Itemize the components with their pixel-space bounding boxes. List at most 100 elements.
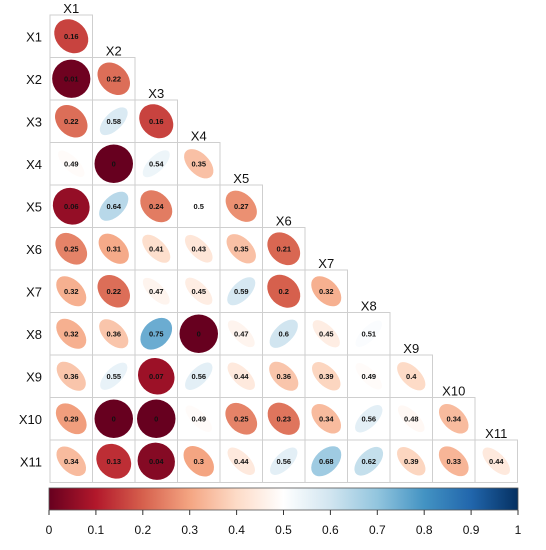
cell-X4-X4: 0.35 [184, 149, 214, 179]
cell-X8-X2: 0.36 [99, 319, 129, 349]
cell-X3-X2: 0.58 [99, 107, 128, 136]
cell-ellipse [185, 193, 212, 220]
cell-X7-X7: 0.32 [311, 276, 342, 307]
grid-cell-border [474, 439, 518, 483]
cell-ellipse [185, 362, 213, 390]
cell-ellipse [227, 320, 255, 348]
cell-value-label: 0.64 [106, 202, 121, 211]
cell-ellipse [397, 405, 425, 433]
cell-ellipse [225, 190, 257, 222]
column-label-X11: X11 [485, 426, 507, 441]
cell-X7-X1: 0.32 [56, 276, 87, 307]
cell-X9-X6: 0.36 [269, 361, 299, 391]
column-label-X6: X6 [276, 214, 292, 229]
cell-value-label: 0.56 [191, 372, 206, 381]
cell-value-label: 0.75 [149, 329, 164, 338]
cell-ellipse [100, 362, 128, 390]
cell-ellipse [142, 234, 171, 263]
cell-X9-X4: 0.56 [185, 362, 213, 390]
cell-X11-X11: 0.44 [482, 447, 510, 475]
cell-X6-X3: 0.41 [142, 234, 171, 263]
cell-X8-X6: 0.6 [269, 319, 298, 348]
cell-ellipse [98, 233, 129, 264]
cell-ellipse [355, 363, 382, 390]
cell-ellipse [185, 405, 212, 432]
column-label-X5: X5 [233, 171, 249, 186]
cell-ellipse [227, 447, 255, 475]
column-label-X8: X8 [361, 299, 377, 314]
cell-value-label: 0.25 [64, 244, 79, 253]
cell-X11-X2: 0.13 [96, 443, 132, 479]
cell-X4-X2: 0 [94, 144, 133, 183]
colorbar: 0 0.1 0.2 0.3 0.4 0.5 0.6 0.7 0.8 0.9 1 [46, 487, 522, 537]
cell-X7-X6: 0.2 [267, 274, 301, 308]
cell-value-label: 0.21 [276, 244, 291, 253]
cell-X10-X7: 0.34 [311, 403, 342, 434]
cell-X4-X1: 0.49 [58, 150, 85, 177]
grid-layer [49, 14, 518, 483]
cell-X10-X6: 0.23 [267, 402, 300, 435]
cell-ellipse [183, 445, 215, 477]
cell-value-label: 0.49 [361, 372, 376, 381]
cell-X6-X6: 0.21 [267, 232, 301, 266]
column-label-X4: X4 [191, 129, 207, 144]
row-label-X11: X11 [20, 454, 42, 469]
cell-value-label: 0.22 [64, 117, 79, 126]
cell-value-label: 0.44 [234, 372, 249, 381]
cell-ellipse [55, 232, 88, 265]
row-label-X4: X4 [26, 157, 42, 172]
cell-value-label: 0.32 [64, 287, 79, 296]
cell-X5-X1: 0.06 [52, 187, 90, 225]
cell-X9-X1: 0.36 [56, 361, 86, 391]
cell-X6-X4: 0.43 [184, 234, 213, 263]
cell-ellipse [142, 150, 170, 178]
cell-value-label: 0.16 [64, 32, 79, 41]
cell-value-label: 0.35 [191, 159, 206, 168]
cell-value-label: 0.29 [64, 414, 79, 423]
label-layer: X1 X1 X2 X2 X3 X3 X4 X4 X5 X5 X6 X6 X7 X7 X8 X8 X9 X9 X10 X… [19, 1, 507, 469]
cell-value-label: 0 [112, 159, 116, 168]
cell-value-label: 0.32 [319, 287, 334, 296]
cell-X6-X2: 0.31 [98, 233, 129, 264]
cell-ellipse [397, 447, 426, 476]
cell-ellipse [184, 149, 214, 179]
cell-value-label: 0.68 [319, 457, 334, 466]
cell-X10-X8: 0.56 [355, 405, 383, 433]
cell-X7-X4: 0.45 [185, 277, 213, 305]
cell-ellipse [97, 62, 130, 95]
cell-value-label: 0.32 [64, 329, 79, 338]
cell-ellipse [179, 314, 218, 353]
colorbar-tick-label: 0.4 [228, 523, 245, 537]
cell-ellipse [354, 446, 384, 476]
row-label-X2: X2 [26, 72, 42, 87]
cell-ellipse [226, 234, 256, 264]
cell-ellipse [311, 446, 342, 477]
cell-ellipse [227, 362, 255, 390]
cell-ellipse [482, 447, 510, 475]
cell-ellipse [227, 277, 256, 306]
cell-value-label: 0.34 [446, 414, 461, 423]
cell-X8-X1: 0.32 [56, 318, 87, 349]
row-label-X5: X5 [26, 199, 42, 214]
cell-X9-X5: 0.44 [227, 362, 255, 390]
cell-value-label: 0.4 [406, 372, 417, 381]
cell-value-label: 0.23 [276, 414, 291, 423]
cell-X8-X7: 0.45 [312, 320, 340, 348]
cell-ellipse [184, 234, 213, 263]
cell-value-label: 0.45 [319, 329, 334, 338]
cell-ellipse [99, 107, 128, 136]
colorbar-tick-label: 0.2 [134, 523, 151, 537]
cell-value-label: 0.51 [361, 329, 376, 338]
cell-value-label: 0.22 [106, 287, 121, 296]
cell-ellipse [269, 319, 298, 348]
cell-value-label: 0.43 [191, 244, 206, 253]
cell-ellipse [270, 447, 298, 475]
cell-X10-X4: 0.49 [185, 405, 212, 432]
cell-X8-X4: 0 [179, 314, 218, 353]
cell-ellipse [56, 446, 87, 477]
cell-value-label: 0.22 [106, 74, 121, 83]
cell-value-label: 0 [154, 414, 158, 423]
cell-X9-X8: 0.49 [355, 363, 382, 390]
cell-ellipse [96, 443, 132, 479]
row-label-X8: X8 [26, 327, 42, 342]
